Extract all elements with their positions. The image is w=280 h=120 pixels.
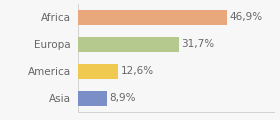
Bar (78, 37, 179, 51)
Bar (78, 10, 227, 24)
Bar (78, 91, 106, 105)
Text: 8,9%: 8,9% (109, 93, 136, 103)
Bar (78, 64, 118, 78)
Text: 12,6%: 12,6% (121, 66, 154, 76)
Text: 46,9%: 46,9% (229, 12, 262, 22)
Text: 31,7%: 31,7% (181, 39, 214, 49)
